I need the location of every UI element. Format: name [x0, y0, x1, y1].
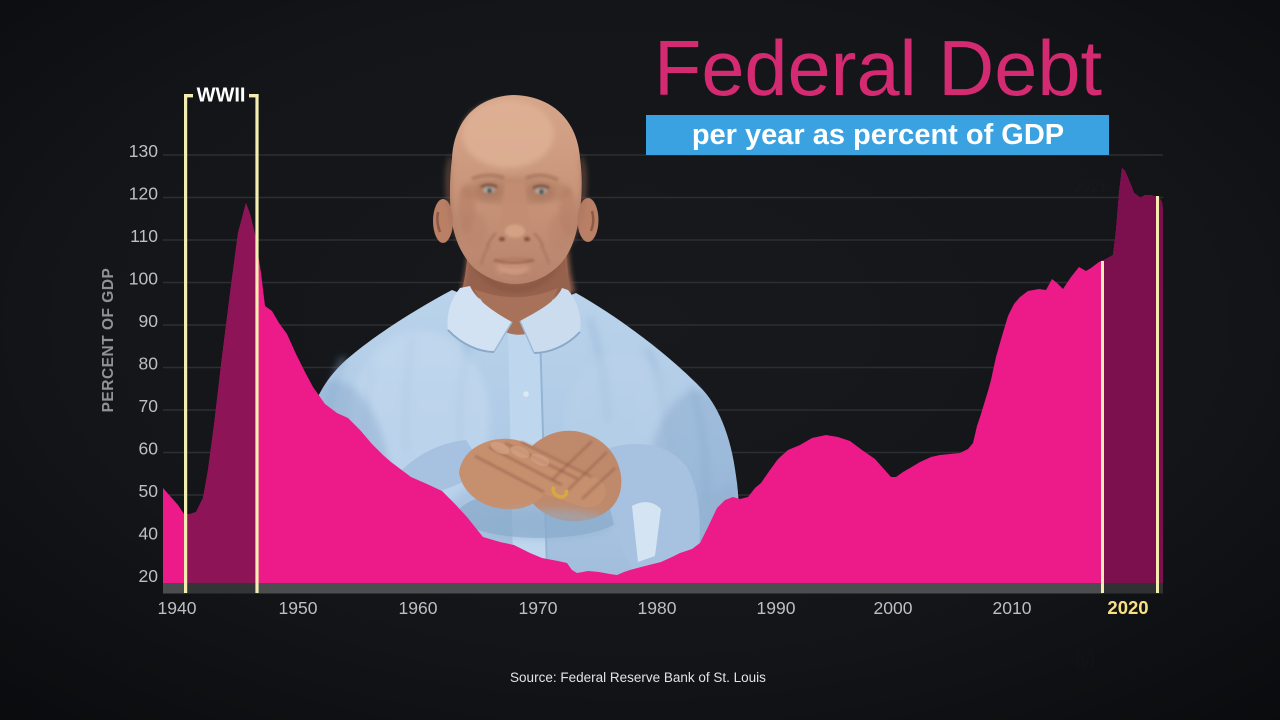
svg-text:80: 80 [139, 354, 159, 374]
svg-text:1990: 1990 [757, 598, 796, 618]
svg-text:70: 70 [139, 396, 159, 416]
svg-text:per year as percent of GDP: per year as percent of GDP [692, 119, 1064, 151]
svg-text:WWII: WWII [197, 85, 246, 107]
svg-text:PERCENT OF GDP: PERCENT OF GDP [100, 268, 117, 413]
svg-text:1970: 1970 [519, 598, 558, 618]
svg-text:1960: 1960 [399, 598, 438, 618]
svg-text:2010: 2010 [993, 598, 1032, 618]
svg-text:110: 110 [130, 226, 158, 246]
svg-text:Federal Debt: Federal Debt [654, 26, 1102, 112]
svg-text:1950: 1950 [279, 598, 318, 618]
svg-text:40: 40 [139, 524, 159, 544]
svg-text:20: 20 [139, 566, 159, 586]
svg-text:1940: 1940 [158, 598, 197, 618]
svg-text:120: 120 [129, 184, 158, 204]
svg-text:1980: 1980 [638, 598, 677, 618]
svg-text:50: 50 [139, 481, 159, 501]
svg-text:130: 130 [129, 141, 158, 161]
svg-text:90: 90 [139, 311, 159, 331]
svg-text:2021: 2021 [1073, 179, 1106, 196]
svg-text:100: 100 [129, 269, 158, 289]
svg-text:2000: 2000 [874, 598, 913, 618]
svg-text:Source: Federal Reserve Bank o: Source: Federal Reserve Bank of St. Loui… [510, 670, 766, 685]
svg-text:2020: 2020 [1107, 597, 1148, 618]
svg-text:M: M [1074, 644, 1096, 674]
svg-text:60: 60 [139, 439, 159, 459]
